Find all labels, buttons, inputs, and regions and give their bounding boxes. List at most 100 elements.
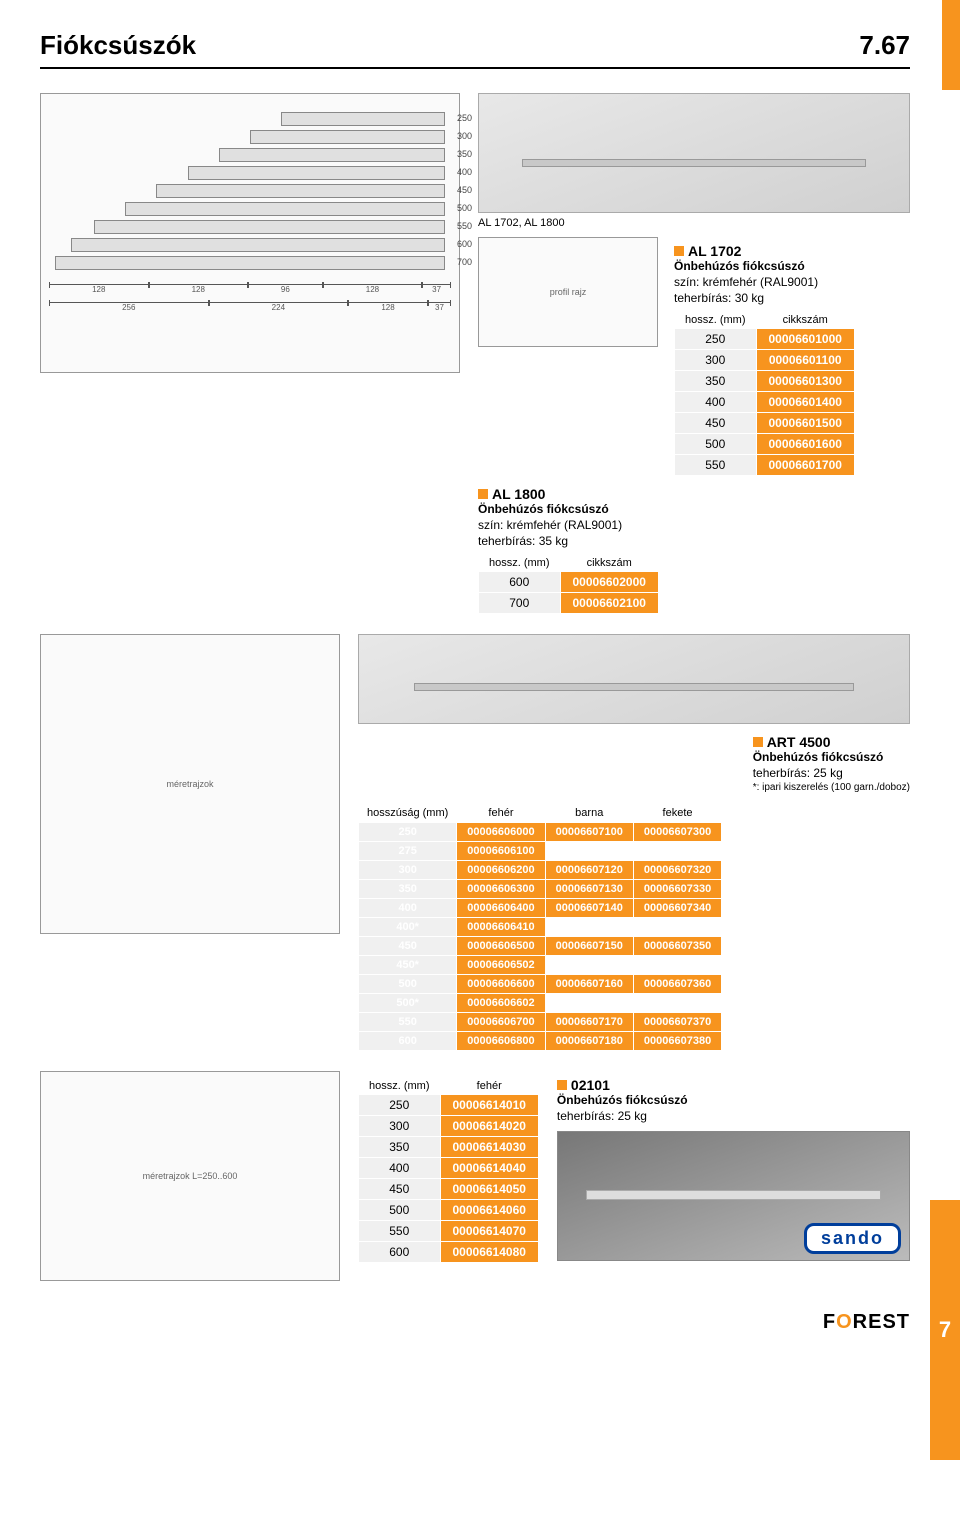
cell-sku: 00006606000: [457, 823, 544, 841]
code-al1702: AL 1702: [688, 243, 741, 259]
color-al1702: szín: krémfehér (RAL9001): [674, 275, 910, 289]
table-row: 30000006614020: [359, 1116, 538, 1136]
table-row: 450000066065000000660715000006607350: [359, 937, 721, 955]
cell-sku: 00006614040: [441, 1158, 538, 1178]
name-al1800: Önbehúzós fiókcsúszó: [478, 502, 910, 516]
cell-sku: 00006606200: [457, 861, 544, 879]
cell-sku: 00006601000: [757, 329, 854, 349]
cell-sku: [634, 956, 721, 974]
color-al1800: szín: krémfehér (RAL9001): [478, 518, 910, 532]
hdr-len: hossz. (mm): [359, 1078, 440, 1094]
cell-sku: 00006606800: [457, 1032, 544, 1050]
table-row: 70000006602100: [479, 593, 658, 613]
cell-len: 400: [359, 1158, 440, 1178]
cell-sku: 00006602000: [561, 572, 658, 592]
rail-len-450: 450: [457, 185, 472, 195]
name-art4500: Önbehúzós fiókcsúszó: [753, 750, 910, 764]
cell-sku: 00006607300: [634, 823, 721, 841]
dim-val: 96: [248, 284, 323, 296]
cell-sku: 00006602100: [561, 593, 658, 613]
table-row: 300000066062000000660712000006607320: [359, 861, 721, 879]
brand-letter: F: [823, 1311, 836, 1333]
diagram-art4500-rails: méretrajzok: [40, 634, 340, 934]
cell-sku: [634, 842, 721, 860]
rail-len-400: 400: [457, 167, 472, 177]
cell-sku: 00006606700: [457, 1013, 544, 1031]
table-row: 600000066068000000660718000006607380: [359, 1032, 721, 1050]
rail-len-550: 550: [457, 221, 472, 231]
cell-len: 350: [675, 371, 756, 391]
table-row: 250000066060000000660710000006607300: [359, 823, 721, 841]
hdr-sku: cikkszám: [757, 312, 854, 328]
section-number: 7.67: [859, 30, 910, 61]
table-row: 400*00006606410: [359, 918, 721, 936]
dim-val: 128: [348, 302, 428, 314]
diagram-profile-al1702: profil rajz: [478, 237, 658, 347]
cell-sku: 00006607160: [546, 975, 633, 993]
table-row: 550000066067000000660717000006607370: [359, 1013, 721, 1031]
cell-sku: 00006607130: [546, 880, 633, 898]
cell-sku: 00006614030: [441, 1137, 538, 1157]
table-row: 50000006614060: [359, 1200, 538, 1220]
cell-sku: 00006607120: [546, 861, 633, 879]
table-row: 60000006602000: [479, 572, 658, 592]
rail-len-700: 700: [457, 257, 472, 267]
table-row: 27500006606100: [359, 842, 721, 860]
cell-sku: [634, 918, 721, 936]
photo-art4500: [358, 634, 910, 724]
heading-al1702: AL 1702: [674, 243, 910, 259]
hdr-white: fehér: [457, 804, 544, 822]
cell-sku: 00006606602: [457, 994, 544, 1012]
cell-sku: 00006606502: [457, 956, 544, 974]
cell-len: 300: [359, 861, 456, 879]
cell-sku: 00006607350: [634, 937, 721, 955]
table-row: 50000006601600: [675, 434, 854, 454]
cell-sku: 00006607320: [634, 861, 721, 879]
load-al1800: teherbírás: 35 kg: [478, 534, 910, 548]
cell-len: 450: [359, 1179, 440, 1199]
cell-sku: 00006614070: [441, 1221, 538, 1241]
cell-sku: 00006601100: [757, 350, 854, 370]
name-02101: Önbehúzós fiókcsúszó: [557, 1093, 910, 1107]
cell-sku: 00006606500: [457, 937, 544, 955]
load-02101: teherbírás: 25 kg: [557, 1109, 910, 1123]
cell-len: 350: [359, 880, 456, 898]
table-row: 450*00006606502: [359, 956, 721, 974]
dim-val: 256: [49, 302, 209, 314]
brand-letter-o: O: [836, 1311, 853, 1333]
cell-sku: 00006614060: [441, 1200, 538, 1220]
cell-sku: 00006607170: [546, 1013, 633, 1031]
hdr-white: fehér: [441, 1078, 538, 1094]
cell-len: 450: [675, 413, 756, 433]
cell-sku: 00006601700: [757, 455, 854, 475]
table-row: 60000006614080: [359, 1242, 538, 1262]
load-al1702: teherbírás: 30 kg: [674, 291, 910, 305]
cell-sku: [546, 842, 633, 860]
code-al1800: AL 1800: [492, 486, 545, 502]
cell-len: 600: [359, 1242, 440, 1262]
cell-sku: 00006614010: [441, 1095, 538, 1115]
orange-square-icon: [478, 489, 488, 499]
cell-sku: 00006606100: [457, 842, 544, 860]
table-row: 350000066063000000660713000006607330: [359, 880, 721, 898]
cell-sku: 00006601600: [757, 434, 854, 454]
cell-sku: [634, 994, 721, 1012]
hdr-black: fekete: [634, 804, 721, 822]
table-row: 30000006601100: [675, 350, 854, 370]
brand-sando: sando: [804, 1223, 901, 1254]
table-row: 25000006601000: [675, 329, 854, 349]
hdr-len: hosszúság (mm): [359, 804, 456, 822]
cell-len: 500: [359, 1200, 440, 1220]
cell-len: 350: [359, 1137, 440, 1157]
cell-len: 500: [675, 434, 756, 454]
name-al1702: Önbehúzós fiókcsúszó: [674, 259, 910, 273]
diagram-al1702-rails: 250 300 350 400 450 500 550 600 700 128 …: [40, 93, 460, 373]
cell-len: 500: [359, 975, 456, 993]
heading-art4500: ART 4500: [753, 734, 910, 750]
cell-len: 500*: [359, 994, 456, 1012]
table-02101: hossz. (mm) fehér 2500000661401030000006…: [358, 1077, 539, 1263]
cell-sku: [546, 918, 633, 936]
cell-len: 450*: [359, 956, 456, 974]
cell-sku: 00006606410: [457, 918, 544, 936]
table-al1702: hossz. (mm)cikkszám 25000006601000300000…: [674, 311, 855, 476]
